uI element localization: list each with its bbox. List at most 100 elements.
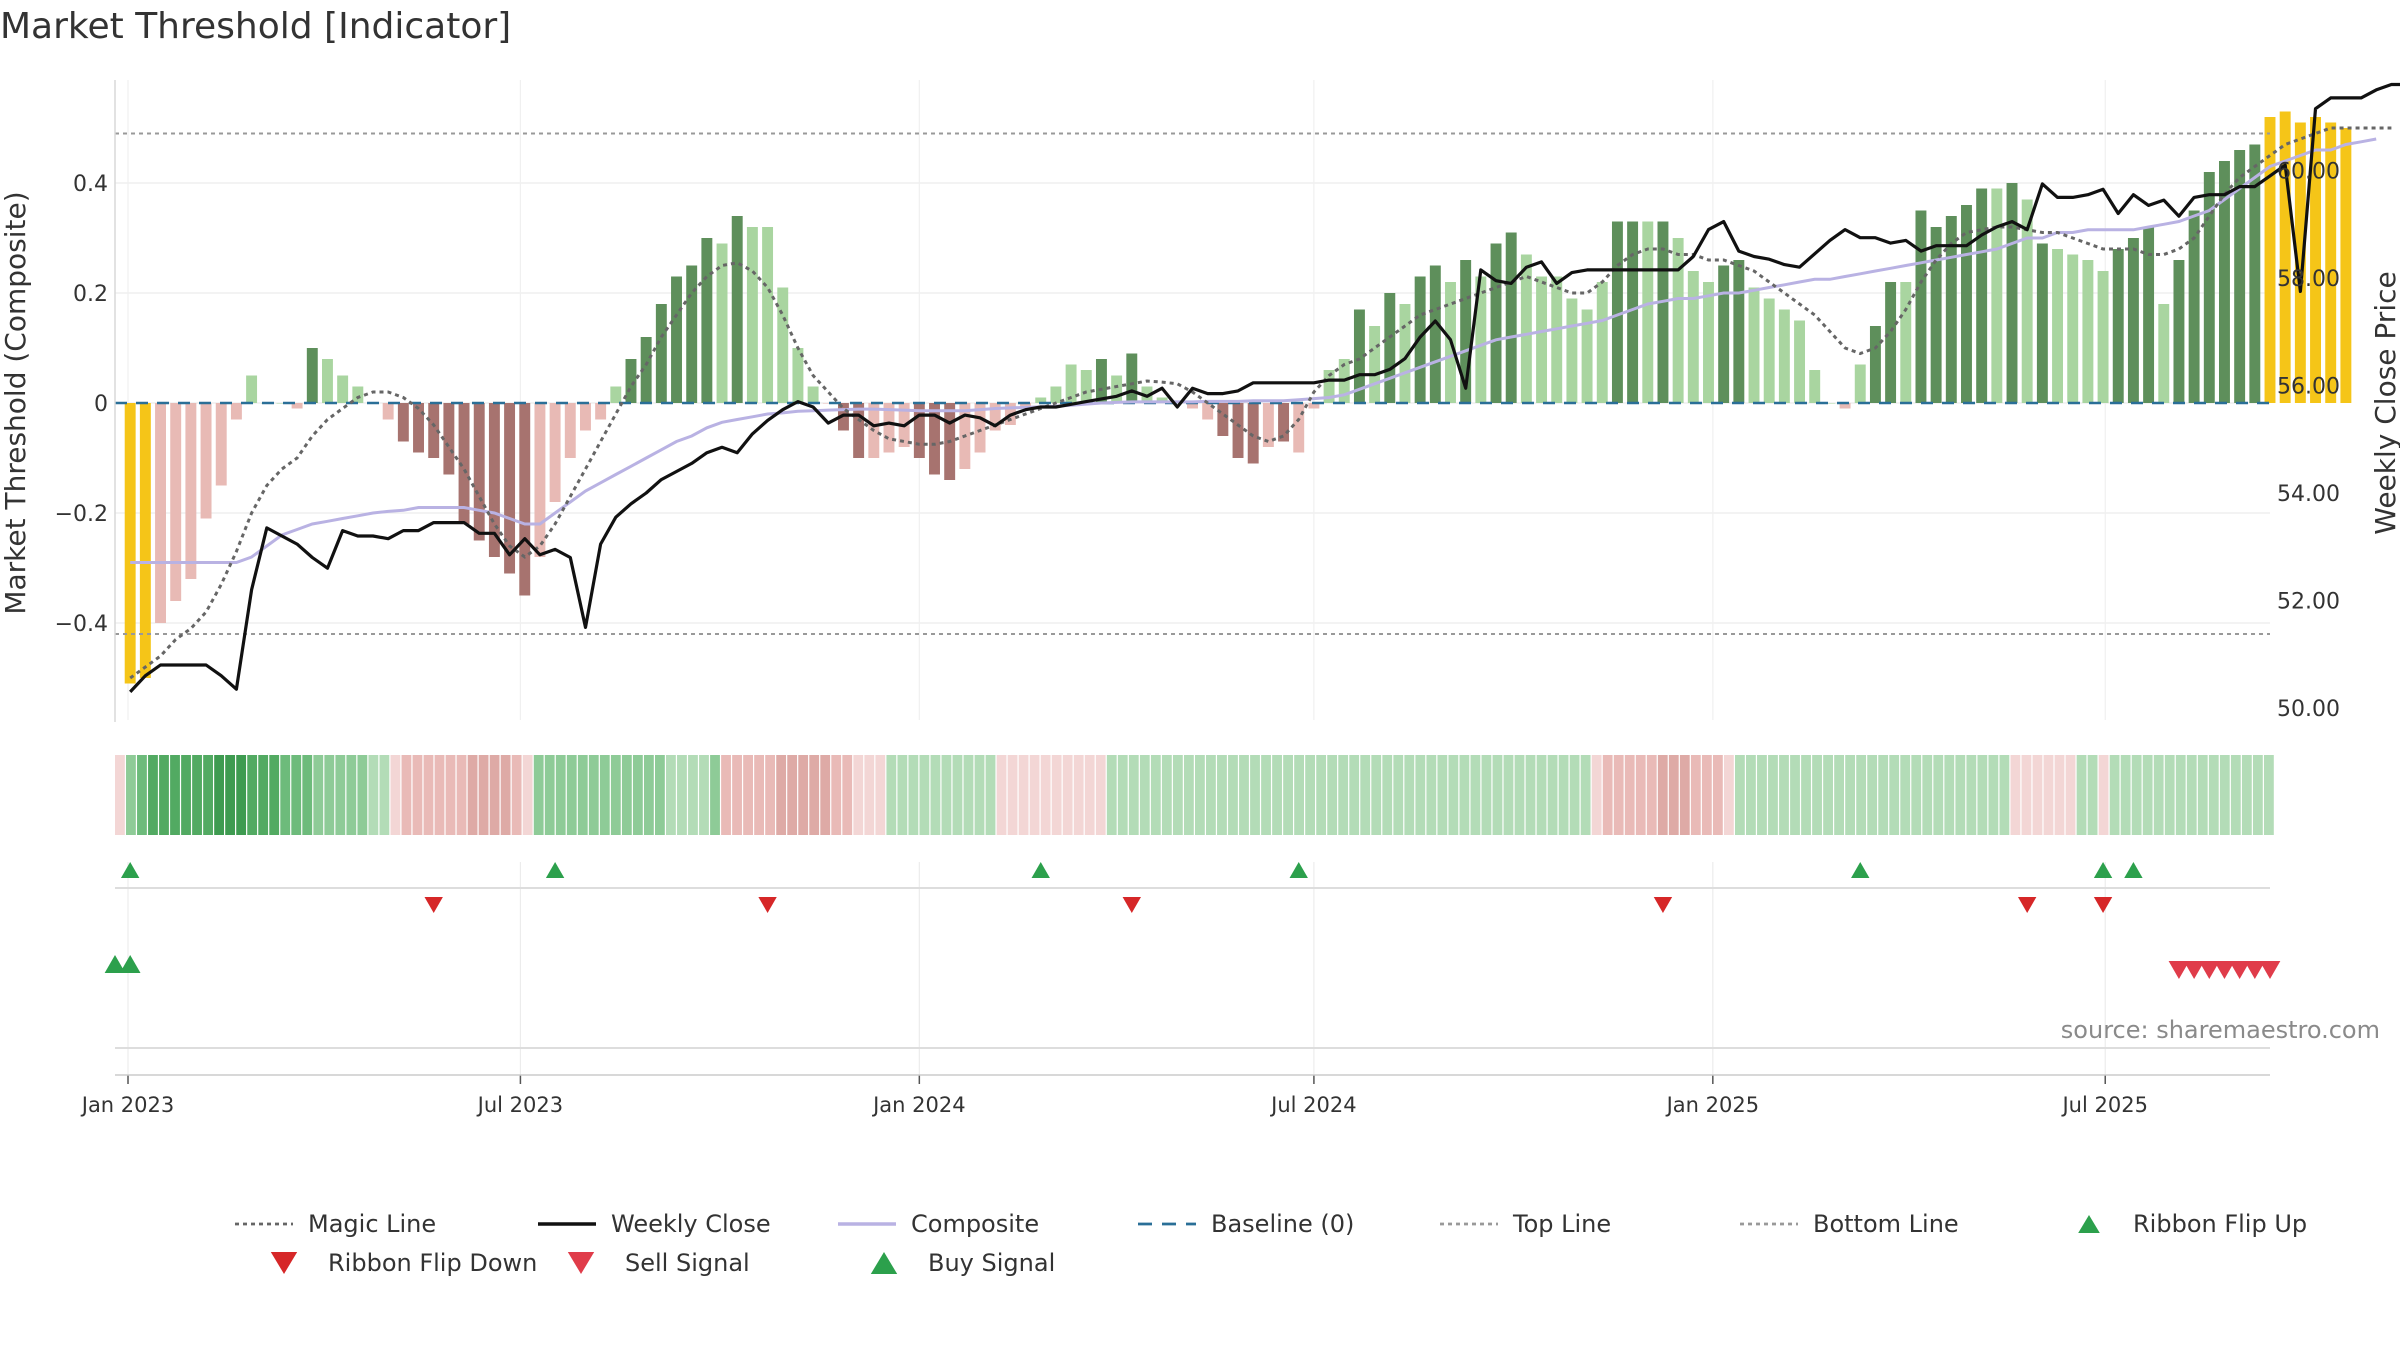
ribbon-cell [1183, 755, 1194, 835]
ribbon-cell [1977, 755, 1988, 835]
ribbon-cell [1514, 755, 1525, 835]
ribbon-cell [1128, 755, 1139, 835]
x-tick-label: Jul 2024 [1269, 1093, 1356, 1117]
ribbon-cell [1591, 755, 1602, 835]
legend-item: Top Line [1440, 1210, 1611, 1238]
legend-item: Baseline (0) [1138, 1210, 1354, 1238]
composite-bar [1687, 271, 1699, 403]
ribbon-cell [1106, 755, 1117, 835]
composite-bar [1475, 276, 1487, 403]
ribbon-cell [1250, 755, 1260, 835]
composite-bar [2188, 210, 2200, 403]
legend-label: Composite [911, 1210, 1039, 1238]
composite-bar [215, 403, 227, 486]
composite-bar [2249, 144, 2261, 403]
ribbon-cell [1437, 755, 1448, 835]
y-right-tick-label: 56.00 [2277, 375, 2340, 400]
ribbon-cell [2021, 755, 2032, 835]
ribbon-cell [1029, 755, 1040, 835]
ribbon-cell [511, 755, 522, 835]
composite-bar [428, 403, 440, 458]
composite-bar [564, 403, 576, 458]
composite-bar [1187, 403, 1198, 409]
legend-label: Weekly Close [611, 1210, 771, 1238]
ribbon-cell [1007, 755, 1018, 835]
ribbon-flip-down-marker [424, 897, 443, 913]
legend-item: Ribbon Flip Down [270, 1249, 537, 1277]
ribbon-cell [985, 755, 996, 835]
composite-bar [2021, 199, 2033, 403]
legend-label: Ribbon Flip Down [328, 1249, 537, 1277]
ribbon-cell [798, 755, 809, 835]
ribbon-cell [500, 755, 511, 835]
composite-bar [610, 386, 622, 403]
composite-bar [792, 348, 804, 403]
composite-bar [2158, 304, 2170, 403]
legend-swatch [567, 1252, 595, 1274]
composite-bar [2264, 117, 2276, 403]
ribbon-cell [1018, 755, 1029, 835]
composite-bar [1627, 221, 1639, 403]
composite-line [130, 137, 2377, 564]
ribbon-cell [599, 755, 610, 835]
ribbon-cell [1272, 755, 1282, 835]
ribbon-cell [1470, 755, 1481, 835]
ribbon-cell [1646, 755, 1657, 835]
composite-bar [1065, 364, 1077, 403]
composite-bar [625, 359, 637, 403]
ribbon-cell [280, 755, 291, 835]
x-tick-label: Jul 2023 [476, 1093, 563, 1117]
composite-bar [534, 403, 546, 557]
sell-signal-marker [2259, 961, 2281, 979]
composite-bar [2006, 183, 2018, 403]
ribbon-cell [467, 755, 478, 835]
ribbon-cell [236, 755, 247, 835]
y-left-tick-label: 0 [94, 392, 108, 417]
composite-bar [883, 403, 895, 453]
y-right-tick-label: 60.00 [2277, 160, 2340, 185]
ribbon-cell [1966, 755, 1977, 835]
composite-bar [1718, 265, 1730, 403]
composite-bar [2203, 172, 2215, 403]
composite-bar [822, 403, 834, 404]
ribbon-cell [522, 755, 533, 835]
chart-title: Market Threshold [Indicator] [0, 6, 512, 47]
composite-bar [352, 386, 364, 403]
composite-bar [853, 403, 865, 458]
composite-bar [1202, 403, 1214, 420]
legend-label: Ribbon Flip Up [2133, 1210, 2307, 1238]
composite-bar [1824, 403, 1836, 404]
composite-bar [731, 216, 743, 403]
composite-bar [1611, 221, 1623, 403]
composite-bar [2052, 249, 2063, 403]
composite-bar [671, 276, 682, 403]
composite-bar [1642, 221, 1654, 403]
ribbon-cell [1360, 755, 1371, 835]
composite-bar [185, 403, 197, 579]
ribbon-cell [776, 755, 787, 835]
ribbon-cell [1668, 755, 1679, 835]
ribbon-cell [1955, 755, 1966, 835]
composite-bar [1869, 326, 1881, 403]
ribbon-cell [787, 755, 798, 835]
y-right-tick-label: 50.00 [2277, 697, 2340, 722]
ribbon-cell [489, 755, 500, 835]
composite-bar [595, 403, 607, 420]
ribbon-cell [952, 755, 963, 835]
ribbon-cell [126, 755, 136, 835]
composite-bar [1945, 216, 1957, 403]
composite-bar [1050, 386, 1062, 403]
ribbon-cell [1503, 755, 1514, 835]
y-right-axis-title: Weekly Close Price [2369, 271, 2400, 534]
ribbon-cell [1735, 755, 1745, 835]
composite-bar [246, 375, 258, 403]
ribbon-cell [2065, 755, 2076, 835]
ribbon-cell [765, 755, 776, 835]
ribbon-cell [2043, 755, 2054, 835]
composite-bar [1429, 265, 1441, 403]
ribbon-cell [1095, 755, 1106, 835]
ribbon-cell [1834, 755, 1845, 835]
legend-label: Top Line [1512, 1210, 1611, 1238]
composite-bar [1111, 375, 1123, 403]
composite-bar [291, 403, 303, 409]
